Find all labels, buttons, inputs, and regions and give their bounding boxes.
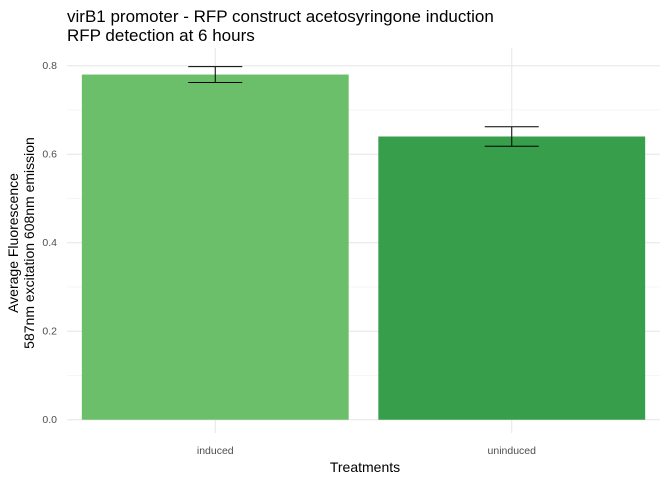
y-tick-label: 0.2 — [42, 326, 57, 338]
bars-layer — [81, 74, 646, 420]
chart-subtitle: RFP detection at 6 hours — [67, 26, 255, 45]
x-axis-label: Treatments — [330, 459, 400, 475]
y-tick-label: 0.8 — [42, 60, 57, 72]
error-bar-uninduced — [484, 126, 539, 147]
y-tick-label: 0.0 — [42, 414, 57, 426]
bar-induced — [81, 74, 349, 420]
error-bar-induced — [188, 66, 243, 84]
y-axis-label-line-2: 587nm excitation 608nm emission — [21, 137, 37, 349]
errorbar-layer — [188, 66, 539, 147]
y-tick-labels: 0.0 0.2 0.4 0.6 0.8 — [42, 60, 57, 426]
bar-uninduced — [378, 136, 646, 420]
y-axis-label: Average Fluorescence 587nm excitation 60… — [5, 137, 37, 349]
x-tick-label: uninduced — [488, 445, 537, 457]
y-axis-label-line-1: Average Fluorescence — [5, 173, 21, 313]
x-tick-labels: induced uninduced — [197, 445, 536, 457]
x-tick-label: induced — [197, 445, 234, 457]
chart-title: virB1 promoter - RFP construct acetosyri… — [67, 7, 494, 26]
y-tick-label: 0.4 — [42, 237, 57, 249]
y-tick-label: 0.6 — [42, 149, 57, 161]
